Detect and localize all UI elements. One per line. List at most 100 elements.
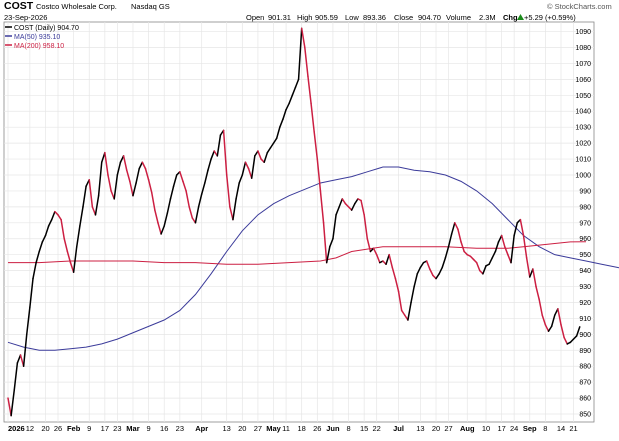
- price-segment: [88, 179, 94, 208]
- price-segment: [454, 222, 459, 230]
- price-segment: [60, 218, 65, 240]
- price-segment: [125, 169, 131, 183]
- x-tick-label: 16: [160, 424, 168, 433]
- price-segment: [147, 179, 153, 194]
- price-segment: [238, 174, 244, 184]
- x-tick-label: 13: [223, 424, 231, 433]
- ticker-symbol: COST: [4, 0, 34, 12]
- x-tick-label: May: [266, 424, 281, 433]
- price-segment: [419, 261, 425, 269]
- price-segment: [204, 169, 209, 184]
- y-tick-label: 930: [579, 284, 591, 291]
- price-segment: [425, 260, 431, 270]
- company-name: Costco Wholesale Corp.: [36, 2, 117, 11]
- y-tick-label: 890: [579, 348, 591, 355]
- price-segment: [97, 161, 103, 197]
- x-tick-label: 20: [432, 424, 440, 433]
- x-tick-label: Apr: [195, 424, 208, 433]
- price-segment: [429, 268, 434, 277]
- price-segment: [482, 265, 487, 275]
- price-segment: [297, 27, 303, 81]
- price-segment: [141, 161, 147, 170]
- x-tick-label: 23: [113, 424, 121, 433]
- x-tick-label: 15: [360, 424, 368, 433]
- price-segment: [185, 190, 190, 208]
- price-segment: [497, 234, 503, 243]
- x-tick-label: 13: [416, 424, 424, 433]
- x-tick-label: 14: [557, 424, 565, 433]
- y-tick-label: 860: [579, 396, 591, 403]
- low-label: Low: [345, 13, 359, 22]
- x-tick-label: 23: [176, 424, 184, 433]
- price-segment: [210, 150, 215, 160]
- price-segment: [525, 257, 531, 278]
- price-segment: [10, 389, 15, 417]
- price-segment: [513, 222, 519, 237]
- y-tick-label: 960: [579, 236, 591, 243]
- price-segment: [294, 78, 300, 89]
- price-segment: [575, 326, 581, 337]
- x-tick-label: 21: [569, 424, 577, 433]
- legend-label-ma200: MA(200) 958.10: [14, 43, 64, 50]
- price-segment: [254, 150, 259, 157]
- ma50-line: [7, 166, 619, 351]
- price-segment: [504, 245, 509, 256]
- x-tick-label: 17: [101, 424, 109, 433]
- exchange-name: Nasdaq GS: [131, 2, 170, 11]
- price-segment: [72, 245, 78, 273]
- price-segment: [557, 308, 562, 326]
- volume-value: 2.3M: [479, 13, 496, 22]
- price-segment: [129, 180, 134, 197]
- price-segment: [500, 234, 506, 248]
- y-tick-label: 950: [579, 252, 591, 259]
- price-segment: [350, 202, 356, 211]
- price-segment: [547, 325, 553, 332]
- x-tick-label: 2026: [8, 424, 25, 433]
- price-segment: [7, 397, 12, 417]
- price-segment: [307, 75, 312, 105]
- x-tick-label: Jun: [326, 424, 340, 433]
- price-segment: [29, 277, 34, 309]
- y-tick-label: 1060: [575, 77, 591, 84]
- y-tick-label: 980: [579, 204, 591, 211]
- price-segment: [435, 273, 440, 280]
- price-segment: [385, 253, 390, 265]
- price-segment: [304, 46, 309, 77]
- price-segment: [450, 222, 456, 235]
- x-tick-label: 27: [444, 424, 452, 433]
- price-segment: [460, 241, 465, 253]
- price-segment: [491, 250, 497, 259]
- price-segment: [22, 333, 28, 367]
- x-tick-label: 8: [346, 424, 350, 433]
- price-segment: [322, 222, 328, 264]
- price-segment: [63, 237, 69, 253]
- price-segment: [197, 193, 203, 208]
- price-segment: [360, 199, 365, 216]
- price-segment: [538, 298, 544, 316]
- price-segment: [35, 250, 40, 264]
- price-segment: [235, 182, 240, 200]
- price-segment: [388, 253, 394, 269]
- up-triangle-icon: [517, 14, 524, 20]
- price-segment: [13, 362, 19, 391]
- x-axis: 2026 12 20 26 Feb 9 17 23 Mar 9 16 23 Apr 13 20 27 May 11…: [8, 424, 578, 433]
- price-segment: [250, 155, 256, 179]
- price-segment: [391, 266, 397, 280]
- price-segment: [319, 190, 325, 224]
- price-segment: [332, 214, 337, 240]
- price-segment: [150, 191, 156, 211]
- price-segment: [535, 285, 540, 301]
- high-value: 905.59: [315, 13, 338, 22]
- price-segment: [488, 257, 494, 265]
- price-segment: [282, 108, 287, 120]
- x-tick-label: 9: [87, 424, 91, 433]
- price-segment: [522, 234, 528, 259]
- price-segment: [335, 206, 340, 216]
- low-value: 893.36: [363, 13, 386, 22]
- legend-label-cost: COST (Daily) 904.70: [14, 25, 79, 32]
- grid-layer: [4, 22, 594, 422]
- price-segment: [32, 261, 37, 280]
- price-segment: [244, 161, 250, 170]
- x-tick-label: 24: [510, 424, 518, 433]
